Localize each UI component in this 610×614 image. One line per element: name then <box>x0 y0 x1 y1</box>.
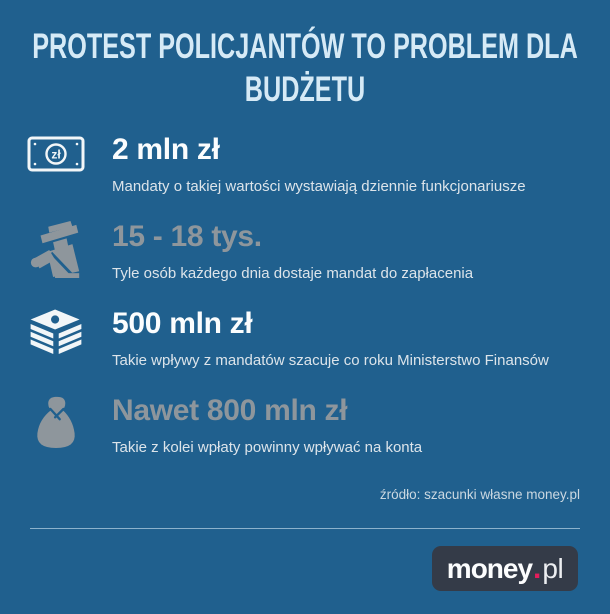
stat-value: 2 mln zł <box>112 133 220 167</box>
stat-description: Mandaty o takiej wartości wystawiają dzi… <box>112 177 526 195</box>
money-bag-icon <box>27 394 85 450</box>
logo-dot: . <box>533 552 542 586</box>
divider <box>30 528 580 530</box>
stat-value: 15 - 18 tys. <box>112 220 262 254</box>
logo-tld-text: pl <box>542 553 564 585</box>
logo-brand-text: money <box>446 553 533 585</box>
stat-value: 500 mln zł <box>112 307 253 341</box>
moneypl-logo[interactable]: money . pl <box>432 546 578 592</box>
stats-list: zł 2 mln zł Mandaty o takiej wartości wy… <box>0 133 610 481</box>
stat-row-yearly-revenue: 500 mln zł Takie wpływy z mandatów szacu… <box>0 307 610 394</box>
banknote-zl-icon: zł <box>27 136 85 172</box>
stat-description: Tyle osób każdego dnia dostaje mandat do… <box>112 264 474 282</box>
stat-description: Takie z kolei wpłaty powinny wpływać na … <box>112 438 423 456</box>
stat-row-daily-fines-value: zł 2 mln zł Mandaty o takiej wartości wy… <box>0 133 610 220</box>
footer: money . pl <box>0 546 610 592</box>
stat-row-expected-payments: Nawet 800 mln zł Takie z kolei wpłaty po… <box>0 394 610 481</box>
stat-row-people-fined: 15 - 18 tys. Tyle osób każdego dnia dost… <box>0 220 610 307</box>
page-title: PROTEST POLICJANTÓW TO PROBLEM DLA BUDŻE… <box>32 27 578 109</box>
banknote-stack-icon <box>27 307 85 361</box>
source-note: źródło: szacunki własne money.pl <box>379 487 580 503</box>
stat-description: Takie wpływy z mandatów szacuje co roku … <box>112 351 549 369</box>
svg-text:zł: zł <box>51 148 61 162</box>
stat-value: Nawet 800 mln zł <box>112 394 348 428</box>
police-officer-icon <box>27 220 85 279</box>
